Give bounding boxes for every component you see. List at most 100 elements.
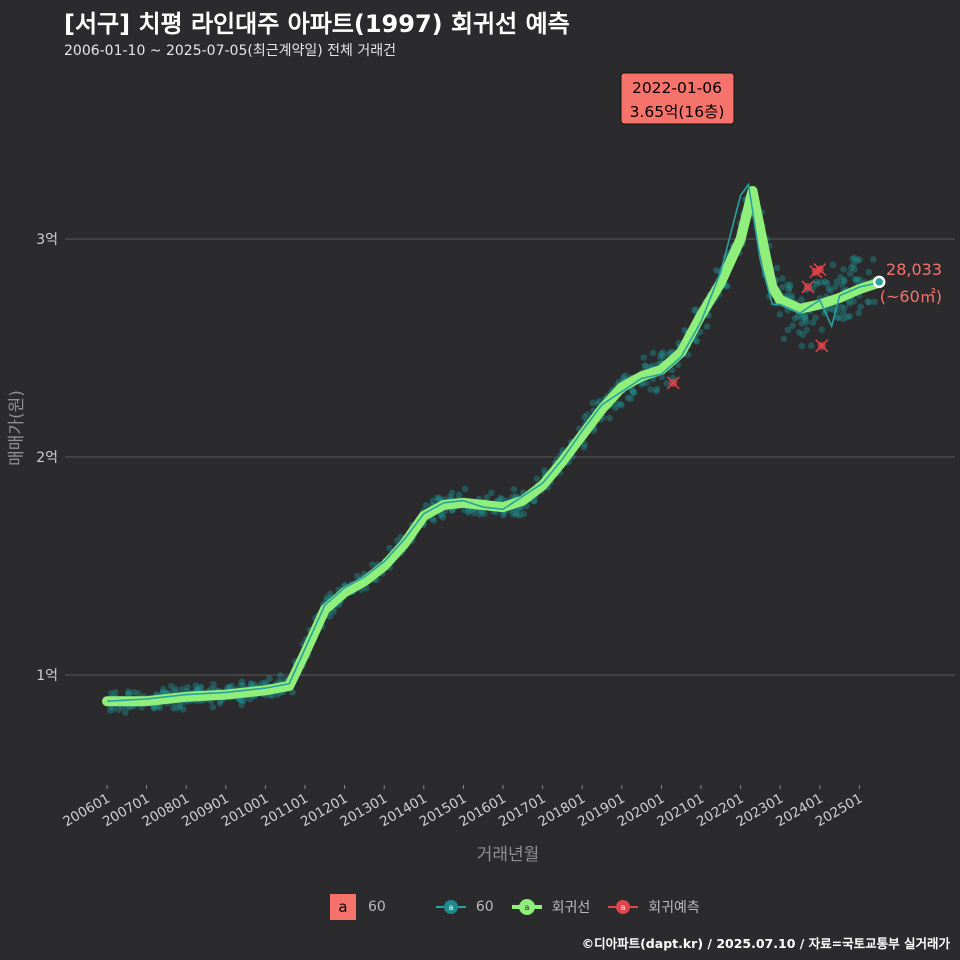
trade-point [798, 296, 805, 303]
trade-point [327, 590, 334, 598]
trade-point [691, 307, 698, 314]
trade-point [846, 299, 853, 307]
trade-point [448, 489, 456, 497]
trade-point [640, 354, 647, 361]
trade-point [812, 314, 819, 321]
trade-point [477, 508, 485, 516]
trade-point [174, 704, 181, 712]
trade-point [809, 319, 817, 326]
trade-point [844, 313, 851, 321]
trade-point [837, 303, 845, 311]
trade-point [125, 691, 133, 698]
trade-point [839, 310, 847, 317]
trade-point [134, 690, 142, 697]
y-tick-label: 3억 [36, 232, 58, 248]
trade-point [856, 256, 863, 263]
svg-text:a: a [621, 903, 626, 912]
trade-point [581, 440, 588, 448]
trade-point [114, 706, 122, 713]
trade-point [780, 335, 788, 343]
trade-point [846, 270, 854, 277]
trade-point [803, 326, 810, 334]
trade-point [848, 264, 855, 271]
trade-point [196, 684, 204, 692]
trade-point [483, 493, 491, 501]
trade-point [248, 680, 255, 688]
legend-predict: a 회귀예측 [608, 897, 700, 917]
trade-point [802, 318, 810, 326]
trade-point [807, 342, 815, 350]
legend-trend-label: 회귀선 [551, 900, 591, 916]
svg-text:a: a [524, 903, 529, 912]
trade-point [150, 705, 158, 712]
legend-predict-icon: a [608, 900, 639, 914]
trade-point [826, 305, 834, 312]
trade-point [258, 680, 266, 687]
trade-point [840, 276, 848, 284]
trade-point [239, 681, 247, 689]
trade-point [430, 517, 438, 524]
trade-point [643, 379, 650, 387]
trade-point [784, 326, 792, 334]
trade-point [798, 313, 806, 321]
trade-point [180, 706, 187, 713]
trade-point [112, 688, 119, 696]
trade-point [641, 362, 649, 369]
trade-point [617, 400, 624, 408]
grid-lines [65, 238, 955, 676]
trade-point [703, 323, 711, 330]
legend-series-icon: a [435, 900, 466, 914]
trade-point [589, 399, 597, 407]
prediction-cross [815, 339, 829, 353]
trade-point [107, 707, 114, 714]
y-tick-label: 2억 [36, 450, 58, 466]
y-tick-label: 1억 [36, 668, 58, 684]
trade-point [353, 572, 361, 580]
trade-point [838, 281, 846, 288]
last-area-label: (~60㎡) [880, 287, 942, 306]
trade-point [798, 342, 806, 350]
trade-point [178, 686, 186, 693]
trade-point [580, 443, 588, 451]
trade-point [480, 510, 488, 518]
x-axis-title: 거래년월 [477, 845, 540, 865]
prediction-cross [666, 376, 680, 390]
trade-point [470, 509, 478, 517]
legend-area-key: a [330, 894, 356, 920]
trade-point [693, 338, 701, 345]
trade-point [853, 257, 861, 264]
trade-point [246, 695, 254, 703]
trade-point [833, 278, 841, 285]
legend-trend: a 회귀선 [511, 897, 591, 917]
trade-point [277, 672, 284, 679]
trade-point [228, 682, 235, 690]
trade-point [824, 279, 831, 287]
trade-point [647, 386, 655, 393]
trade-point [465, 508, 472, 516]
trade-point [122, 709, 129, 716]
trade-point [801, 312, 809, 320]
trade-point [124, 688, 132, 695]
trade-point [159, 688, 167, 696]
trade-point [776, 311, 784, 318]
trade-point [663, 380, 671, 387]
prediction-cross [813, 262, 827, 277]
trade-point [785, 286, 793, 294]
trade-point [851, 275, 859, 283]
trade-point [795, 329, 803, 336]
last-price-label: 28,033 [886, 260, 942, 279]
trade-point [850, 261, 857, 268]
trade-point [829, 261, 837, 269]
trade-point [791, 315, 799, 322]
trade-point [849, 255, 856, 263]
trade-point [326, 613, 334, 620]
trade-point [857, 303, 864, 311]
trade-point [239, 697, 246, 704]
trade-point [851, 254, 859, 262]
footer-credit: ©디아파트(dapt.kr) / 2025.07.10 / 자료=국토교통부 실… [581, 936, 950, 951]
svg-text:a: a [448, 903, 453, 912]
trade-point [541, 466, 548, 474]
trade-point [159, 686, 167, 693]
trade-point [712, 267, 720, 274]
